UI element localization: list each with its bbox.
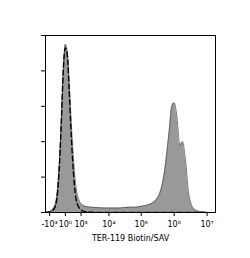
- svg-text:TER-119 Biotin/SAV: TER-119 Biotin/SAV: [91, 234, 170, 243]
- svg-text:10⁶: 10⁶: [167, 220, 180, 229]
- svg-text:10⁴: 10⁴: [102, 220, 115, 229]
- svg-text:10³: 10³: [74, 220, 87, 229]
- svg-text:10⁰: 10⁰: [59, 220, 72, 229]
- svg-text:10⁵: 10⁵: [135, 220, 148, 229]
- svg-text:-10³: -10³: [41, 220, 57, 229]
- svg-text:10⁷: 10⁷: [200, 220, 213, 229]
